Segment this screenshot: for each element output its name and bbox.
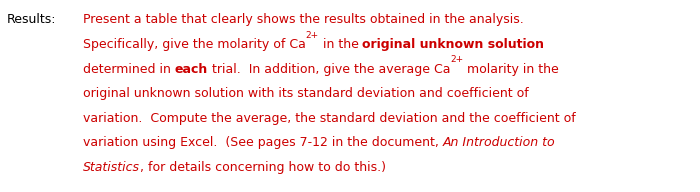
Text: , for details concerning how to do this.): , for details concerning how to do this.… — [139, 161, 386, 174]
Text: original unknown solution with its standard deviation and coefficient of: original unknown solution with its stand… — [83, 87, 528, 100]
Text: each: each — [174, 63, 208, 76]
Text: An Introduction to: An Introduction to — [442, 136, 555, 149]
Text: 2+: 2+ — [305, 31, 318, 40]
Text: 2+: 2+ — [450, 55, 463, 64]
Text: original unknown solution: original unknown solution — [363, 38, 545, 51]
Text: in the: in the — [318, 38, 363, 51]
Text: Results:: Results: — [7, 13, 57, 26]
Text: molarity in the: molarity in the — [463, 63, 559, 76]
Text: trial.  In addition, give the average Ca: trial. In addition, give the average Ca — [208, 63, 450, 76]
Text: Statistics: Statistics — [83, 161, 139, 174]
Text: determined in: determined in — [83, 63, 174, 76]
Text: variation.  Compute the average, the standard deviation and the coefficient of: variation. Compute the average, the stan… — [83, 112, 575, 125]
Text: Present a table that clearly shows the results obtained in the analysis.: Present a table that clearly shows the r… — [83, 13, 524, 26]
Text: variation using Excel.  (See pages 7-12 in the document,: variation using Excel. (See pages 7-12 i… — [83, 136, 442, 149]
Text: Specifically, give the molarity of Ca: Specifically, give the molarity of Ca — [83, 38, 305, 51]
